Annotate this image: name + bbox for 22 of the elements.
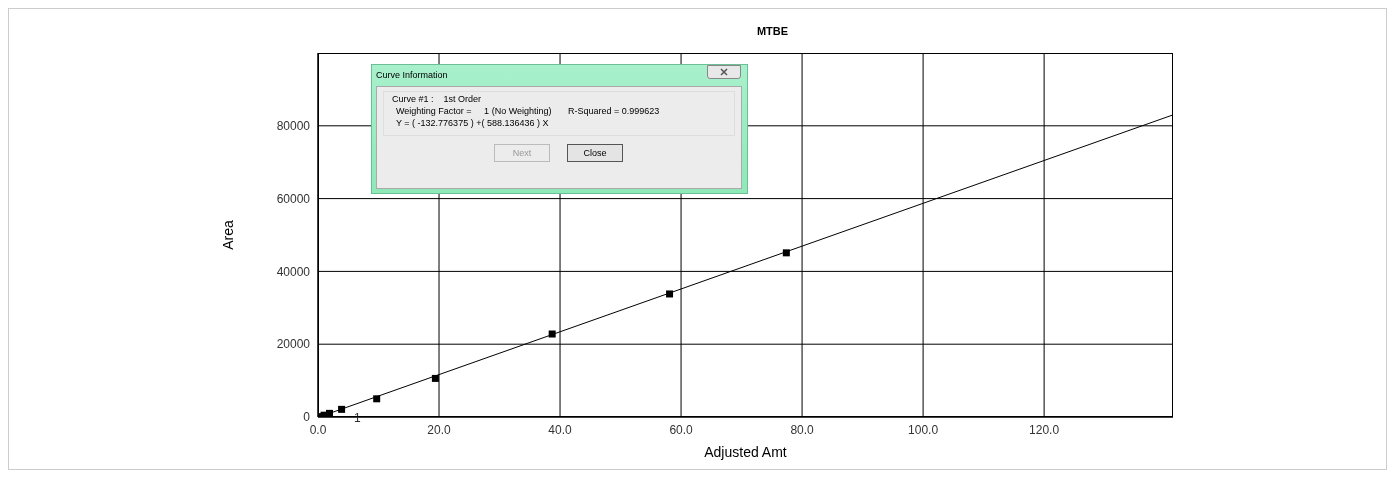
y-tick-label: 80000 bbox=[276, 119, 311, 134]
annotation: Y = ( -132.776375 ) +( 588.136436 ) X bbox=[396, 118, 549, 128]
annotation: Close bbox=[567, 144, 623, 162]
x-tick-label: 60.0 bbox=[669, 422, 694, 437]
y-tick-label: 0 bbox=[303, 410, 311, 425]
x-tick-label: 80.0 bbox=[790, 422, 815, 437]
y-tick-label: 20000 bbox=[276, 337, 311, 352]
chart-title: MTBE bbox=[755, 25, 790, 37]
y-axis-title: Area bbox=[219, 220, 236, 250]
y-tick-label: 60000 bbox=[276, 191, 311, 206]
y-tick-label: 40000 bbox=[276, 264, 311, 279]
x-axis-title: Adjusted Amt bbox=[704, 444, 787, 460]
annotation: Weighting Factor = 1 (No Weighting) bbox=[396, 106, 552, 116]
x-tick-label: 20.0 bbox=[427, 422, 452, 437]
annotation: R-Squared = 0.999623 bbox=[568, 106, 660, 116]
annotation: Curve #1 : 1st Order bbox=[392, 94, 482, 104]
x-tick-label: 120.0 bbox=[1029, 422, 1060, 437]
x-tick-label: 40.0 bbox=[548, 422, 573, 437]
x-tick-label: 0.0 bbox=[309, 422, 327, 437]
annotation: Curve Information bbox=[376, 70, 448, 80]
annotation: Next bbox=[494, 144, 550, 162]
x-tick-label: 100.0 bbox=[908, 422, 939, 437]
